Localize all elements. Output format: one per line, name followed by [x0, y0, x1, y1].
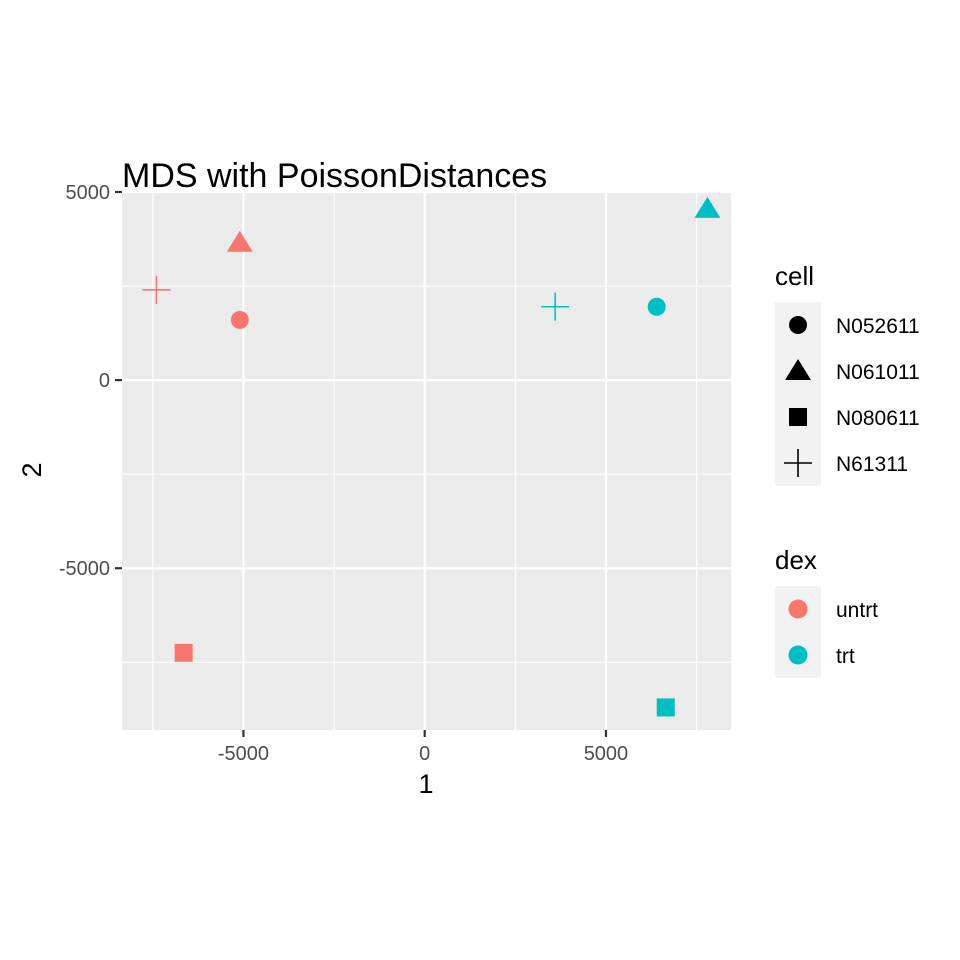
legend-label-untrt: untrt — [836, 599, 878, 622]
legend-dex: dex untrt trt — [775, 545, 878, 678]
legend-cell: cell N052611 N061011 N080611 N61311 — [775, 261, 920, 486]
grid-major — [122, 190, 731, 730]
y-tick-labels: 5000 0 -5000 — [59, 182, 110, 580]
x-tick-label: 0 — [419, 743, 430, 765]
legend-key-n052611 — [789, 316, 807, 334]
axis-ticks — [115, 190, 608, 737]
x-tick-label: 5000 — [584, 743, 629, 765]
point-n080611-untrt — [174, 643, 193, 662]
point-n061011-trt — [694, 196, 721, 218]
x-tick-label: -5000 — [218, 743, 269, 765]
y-tick-label: 0 — [99, 370, 110, 392]
legend-key-n61311 — [784, 449, 812, 477]
legend-label-n052611: N052611 — [836, 315, 920, 338]
legend-dex-title: dex — [775, 545, 817, 575]
legend-key-untrt — [788, 599, 808, 619]
data-points — [142, 196, 721, 717]
legend-label-trt: trt — [836, 645, 855, 668]
legend-key-n061011 — [785, 359, 811, 380]
point-n080611-trt — [656, 698, 675, 717]
y-axis-title: 2 — [17, 462, 47, 477]
chart-title: MDS with PoissonDistances — [122, 157, 547, 195]
point-n052611-trt — [647, 297, 666, 316]
legend-cell-title: cell — [775, 261, 814, 291]
x-axis-title: 1 — [418, 769, 433, 799]
legend-key-n080611 — [789, 408, 807, 426]
plot-panel — [122, 192, 731, 730]
legend-label-n080611: N080611 — [836, 407, 920, 430]
point-n052611-untrt — [230, 310, 249, 329]
y-tick-label: 5000 — [66, 182, 111, 204]
y-tick-label: -5000 — [59, 558, 110, 580]
point-n061011-untrt — [226, 230, 253, 252]
point-n61311-untrt — [142, 275, 171, 304]
grid-minor — [122, 192, 731, 730]
point-n61311-trt — [541, 292, 570, 321]
x-tick-labels: -5000 0 5000 — [218, 743, 628, 765]
legend-key-trt — [788, 645, 808, 665]
legend-label-n61311: N61311 — [836, 453, 908, 476]
legend-label-n061011: N061011 — [836, 361, 920, 384]
